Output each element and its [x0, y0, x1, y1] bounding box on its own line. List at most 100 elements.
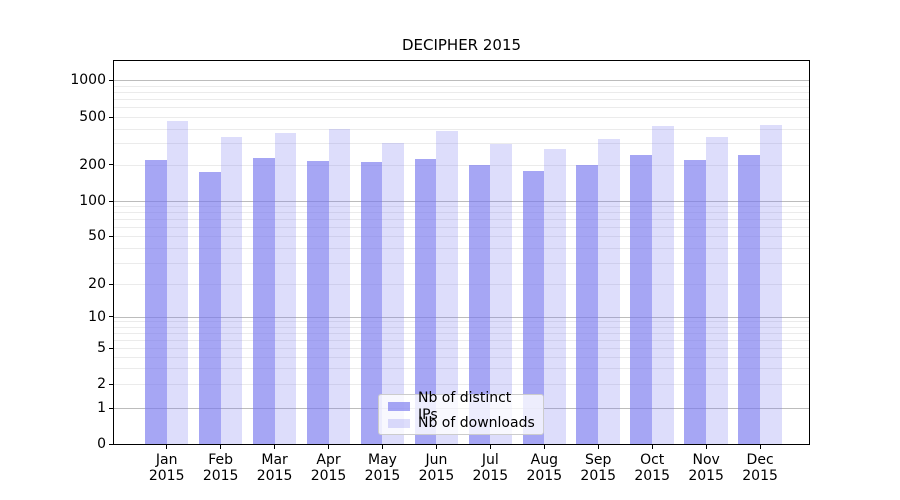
legend-label-downloads: Nb of downloads: [418, 415, 535, 431]
grid-line-major: [114, 316, 809, 318]
grid-line-minor: [114, 212, 809, 214]
x-tick-mark: [381, 445, 383, 449]
y-tick-label: 50: [88, 228, 106, 244]
grid-line-minor: [114, 107, 809, 109]
x-tick-label: Mar 2015: [256, 452, 293, 484]
grid-line-minor: [114, 143, 809, 145]
grid-line-minor: [114, 348, 809, 349]
bar-downloads: [220, 137, 243, 444]
legend-swatch-distinct-ips: [388, 402, 410, 411]
x-tick-label: May 2015: [364, 452, 401, 484]
x-tick-label: Sep 2015: [580, 452, 617, 484]
y-tick-label: 2: [97, 376, 106, 392]
bar-downloads: [382, 142, 405, 444]
x-tick-mark: [489, 445, 491, 449]
legend-swatch-downloads: [388, 419, 410, 428]
x-tick-mark: [705, 445, 707, 449]
bar-distinct-ips: [468, 165, 491, 444]
y-tick-mark: [109, 347, 113, 349]
y-tick-label: 1000: [70, 72, 106, 88]
grid-line-minor: [114, 339, 809, 341]
y-tick-label: 100: [79, 193, 106, 209]
y-tick-mark: [109, 79, 113, 81]
bar-downloads: [706, 137, 728, 444]
y-tick-mark: [109, 283, 113, 285]
y-tick-label: 500: [79, 109, 106, 125]
y-tick-label: 200: [79, 156, 106, 173]
grid-line-minor: [114, 206, 809, 208]
bar-downloads: [760, 125, 782, 444]
bar-downloads: [544, 148, 567, 444]
grid-line-minor: [114, 384, 809, 385]
x-tick-label: Nov 2015: [688, 452, 724, 484]
y-tick-label: 10: [88, 308, 106, 325]
y-tick-label: 5: [97, 340, 106, 356]
grid-line-minor: [114, 321, 809, 323]
x-tick-mark: [759, 445, 761, 449]
legend-item-distinct-ips: Nb of distinct IPs: [388, 390, 535, 423]
bar-downloads: [328, 129, 351, 444]
x-tick-label: Jun 2015: [418, 452, 455, 484]
grid-line-minor: [114, 262, 809, 264]
x-tick-mark: [220, 445, 222, 449]
bar-downloads: [436, 130, 459, 444]
bar-distinct-ips: [576, 165, 599, 444]
bar-distinct-ips: [252, 157, 275, 444]
grid-line-minor: [114, 236, 809, 237]
grid-line-minor: [114, 91, 809, 93]
y-tick-mark: [109, 164, 113, 165]
y-tick-mark: [109, 316, 113, 317]
x-tick-label: Jul 2015: [472, 452, 509, 484]
x-tick-label: Apr 2015: [310, 452, 347, 484]
bar-distinct-ips: [360, 161, 383, 444]
grid-line-minor: [114, 284, 809, 285]
x-tick-label: Feb 2015: [202, 452, 239, 484]
y-tick-mark: [109, 200, 113, 202]
bar-distinct-ips: [414, 159, 437, 444]
x-tick-mark: [651, 445, 653, 449]
legend-label-distinct-ips: Nb of distinct IPs: [418, 389, 512, 423]
grid-line-minor: [114, 326, 809, 328]
bar-downloads: [652, 126, 674, 444]
grid-line-minor: [114, 99, 809, 101]
bar-distinct-ips: [738, 155, 761, 444]
bar-distinct-ips: [144, 160, 167, 444]
bar-distinct-ips: [684, 160, 707, 444]
x-tick-mark: [543, 445, 545, 449]
grid-line-minor: [114, 356, 809, 358]
grid-line-minor: [114, 247, 809, 249]
y-tick-mark: [109, 116, 113, 118]
y-tick-mark: [109, 407, 113, 409]
x-tick-label: Jan 2015: [148, 452, 185, 484]
y-tick-mark: [109, 443, 113, 445]
bar-downloads: [166, 121, 189, 444]
bar-downloads: [598, 139, 621, 444]
grid-line-major: [114, 80, 809, 81]
plot-area: Nb of distinct IPs Nb of downloads: [113, 60, 810, 445]
x-tick-mark: [166, 445, 168, 449]
grid-line-minor: [114, 85, 809, 87]
grid-line-minor: [114, 332, 809, 334]
y-tick-label: 20: [88, 276, 106, 292]
x-tick-label: Dec 2015: [742, 452, 778, 484]
legend-item-downloads: Nb of downloads: [388, 415, 535, 432]
bar-downloads: [490, 144, 513, 444]
grid-line-minor: [114, 117, 809, 118]
legend: Nb of distinct IPs Nb of downloads: [378, 390, 544, 435]
x-tick-mark: [274, 445, 276, 449]
grid-line-minor: [114, 226, 809, 228]
y-tick-mark: [109, 383, 113, 385]
x-tick-mark: [435, 445, 437, 449]
grid-line-minor: [114, 164, 809, 166]
bar-downloads: [274, 133, 297, 444]
bar-distinct-ips: [630, 155, 653, 444]
y-tick-mark: [109, 235, 113, 237]
x-tick-mark: [597, 445, 599, 449]
grid-line-major: [114, 201, 809, 202]
y-tick-label: 0: [97, 436, 106, 452]
x-tick-mark: [328, 445, 330, 449]
chart-title: DECIPHER 2015: [401, 36, 522, 54]
grid-line-minor: [114, 219, 809, 220]
x-tick-label: Aug 2015: [526, 452, 563, 484]
